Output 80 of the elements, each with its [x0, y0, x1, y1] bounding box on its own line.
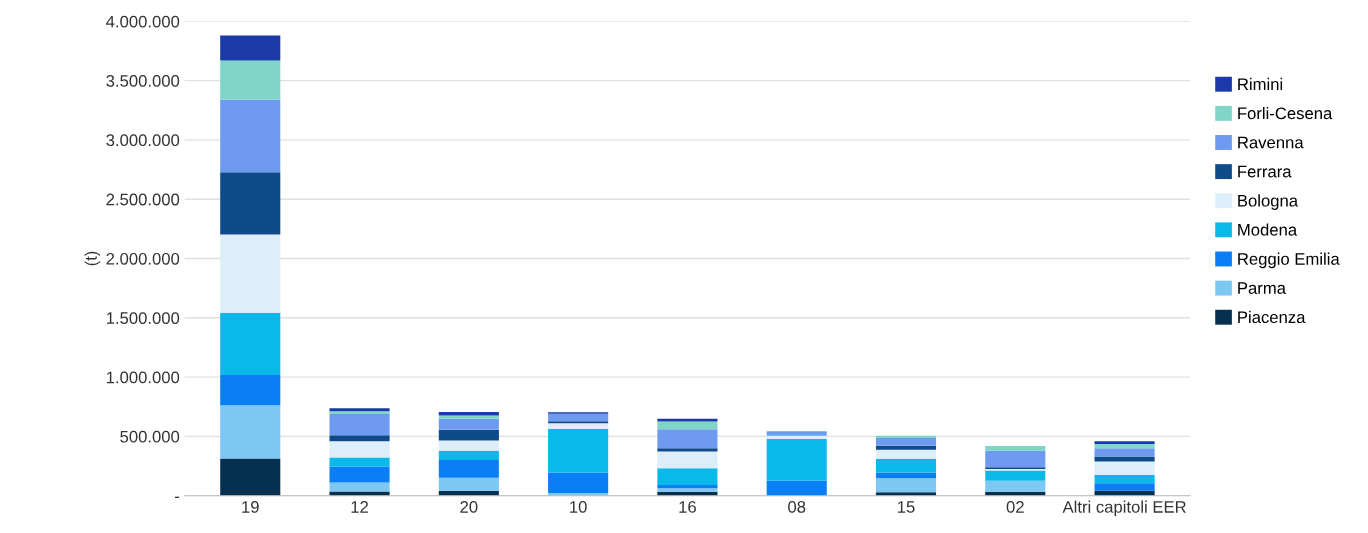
bar [985, 480, 1046, 492]
y-tick-label: 2.000.000 [106, 252, 180, 265]
x-tick-label: 16 [679, 500, 696, 513]
y-tick-label: 3.000.000 [106, 134, 180, 147]
bar [220, 172, 281, 235]
bar [1094, 474, 1155, 484]
bar [220, 35, 281, 61]
bar [329, 441, 390, 458]
bar [657, 429, 718, 449]
bar [1094, 441, 1155, 445]
bar [1094, 483, 1155, 491]
bar [438, 440, 499, 451]
bar [875, 449, 937, 459]
legend-label: Reggio Emilia [1238, 252, 1340, 269]
x-tick-label: 20 [460, 500, 478, 513]
x-tick-label: 02 [1006, 500, 1024, 513]
bar [329, 435, 390, 442]
legend-label: Parma [1238, 282, 1286, 294]
bar [875, 438, 937, 446]
bar [220, 99, 281, 173]
bar [548, 413, 609, 422]
legend-label: Rimini [1238, 77, 1283, 90]
y-tick-label: 500.000 [120, 430, 180, 443]
bar [766, 431, 827, 436]
bar [985, 445, 1046, 451]
bar [329, 466, 390, 483]
x-tick-label: 08 [788, 500, 806, 513]
bar [548, 421, 609, 424]
bar [985, 470, 1046, 481]
bar [657, 468, 718, 486]
y-tick-label: 1.500.000 [106, 312, 180, 324]
x-tick-label: Altri capitoli EER [1062, 500, 1186, 517]
bar [1094, 444, 1155, 449]
x-tick-label: 12 [351, 500, 368, 513]
x-tick-label: 15 [898, 501, 915, 513]
legend-label: Bologna [1238, 194, 1299, 210]
bar [657, 421, 718, 430]
bar [438, 459, 499, 478]
legend-label: Ferrara [1238, 165, 1292, 178]
legend-label: Forli-Cesena [1238, 106, 1333, 120]
x-tick-label: 10 [570, 500, 587, 513]
bar [657, 448, 718, 452]
bar [766, 435, 827, 439]
y-tick-label: 2.500.000 [106, 193, 180, 206]
bar [766, 439, 827, 481]
bar [438, 429, 499, 441]
y-axis-title: (t) [84, 251, 101, 266]
bar [1094, 456, 1155, 462]
bar [438, 450, 499, 460]
bar [875, 478, 937, 493]
legend-label: Modena [1238, 223, 1298, 236]
bar [220, 458, 281, 496]
bar [548, 472, 609, 493]
bar [220, 312, 281, 376]
bar [1094, 461, 1155, 475]
bar [220, 60, 281, 100]
x-tick-label: 19 [242, 500, 259, 513]
bar [875, 445, 937, 450]
bar [657, 451, 718, 469]
bar [985, 450, 1046, 468]
legend-label: Piacenza [1238, 310, 1306, 324]
legend-label: Ravenna [1238, 136, 1304, 149]
y-tick-label: 1.000.000 [106, 371, 180, 384]
bar [875, 458, 937, 473]
y-tick-label: 4.000.000 [106, 15, 180, 28]
bar [329, 482, 390, 492]
bar [438, 477, 499, 491]
bar [329, 457, 390, 467]
bar [548, 423, 609, 429]
bar [329, 414, 390, 436]
y-tick-label: 3.500.000 [106, 75, 180, 87]
bar [220, 375, 281, 406]
y-tick-label: - [175, 496, 180, 498]
bar [220, 234, 281, 313]
bar [548, 428, 609, 473]
bar [875, 492, 937, 496]
bar [438, 418, 499, 430]
bar [220, 405, 281, 459]
bar [1094, 448, 1155, 457]
bar [766, 480, 827, 496]
